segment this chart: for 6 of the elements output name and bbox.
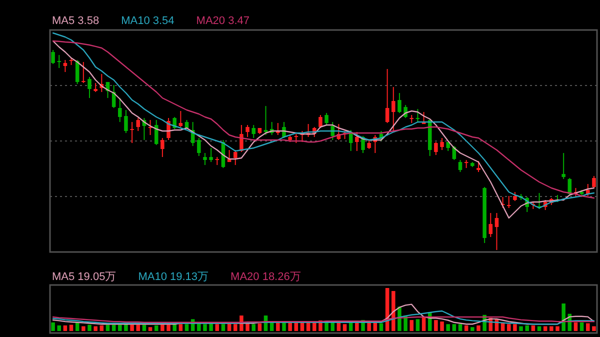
text: MA10 3.54 <box>121 15 174 27</box>
text: MA10 19.13万 <box>138 271 209 283</box>
text: MA20 3.47 <box>196 15 250 27</box>
series-label: MA5 3.58 <box>52 15 100 27</box>
text: MA20 18.26万 <box>230 271 301 283</box>
text: MA5 19.05万 <box>52 271 116 283</box>
